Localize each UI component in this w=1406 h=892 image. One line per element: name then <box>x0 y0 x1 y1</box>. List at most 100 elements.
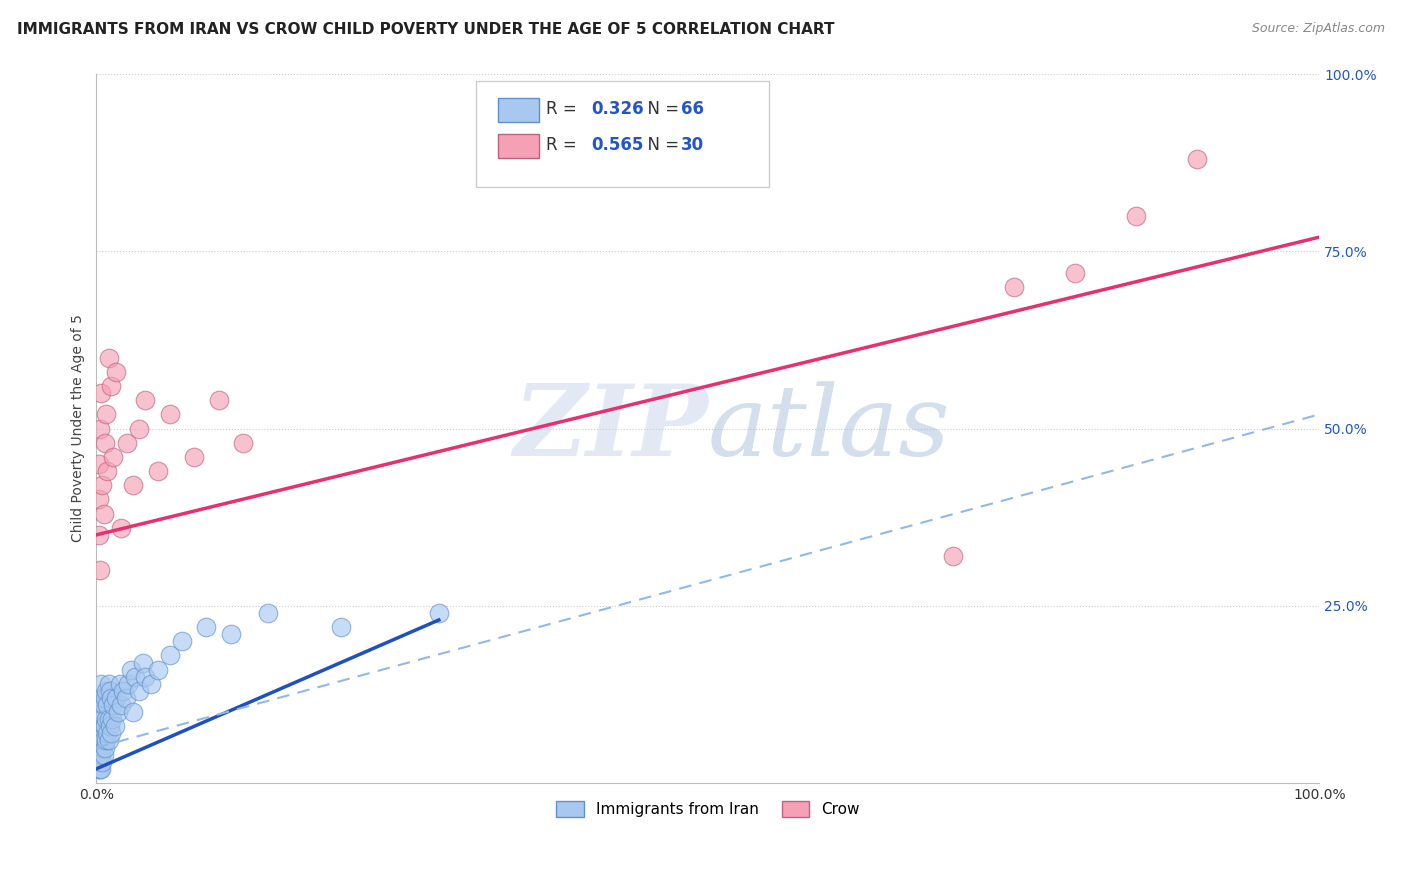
Point <box>195 620 218 634</box>
Point <box>93 747 115 762</box>
Point <box>98 719 121 733</box>
Point <box>146 663 169 677</box>
Text: R =: R = <box>547 101 582 119</box>
Point <box>117 677 139 691</box>
Point <box>141 677 163 691</box>
Point <box>90 747 112 762</box>
Point <box>94 684 117 698</box>
Y-axis label: Child Poverty Under the Age of 5: Child Poverty Under the Age of 5 <box>72 315 86 542</box>
Point <box>89 705 111 719</box>
Point <box>89 733 111 747</box>
Point <box>208 393 231 408</box>
Point <box>1002 279 1025 293</box>
Point <box>97 351 120 365</box>
Point <box>427 606 450 620</box>
Point <box>128 684 150 698</box>
Point <box>256 606 278 620</box>
Point <box>91 726 114 740</box>
Point <box>103 698 125 712</box>
Point <box>128 421 150 435</box>
Point <box>90 386 112 401</box>
Point <box>941 549 963 563</box>
FancyBboxPatch shape <box>475 81 769 187</box>
Point <box>122 705 145 719</box>
Point <box>112 684 135 698</box>
Point <box>114 690 136 705</box>
Point <box>1185 152 1208 166</box>
Point <box>93 719 115 733</box>
Point <box>120 663 142 677</box>
Point <box>110 698 132 712</box>
Text: ZIP: ZIP <box>513 380 707 477</box>
Point <box>90 705 112 719</box>
Point <box>97 733 120 747</box>
Point <box>232 435 254 450</box>
Point <box>96 698 118 712</box>
Point <box>132 656 155 670</box>
Point <box>89 421 111 435</box>
Point <box>159 648 181 663</box>
Point <box>183 450 205 464</box>
Point <box>89 747 111 762</box>
Text: Source: ZipAtlas.com: Source: ZipAtlas.com <box>1251 22 1385 36</box>
Point <box>87 492 110 507</box>
Point <box>124 670 146 684</box>
Text: 66: 66 <box>681 101 704 119</box>
Point <box>97 712 120 726</box>
Point <box>94 690 117 705</box>
Point <box>93 733 115 747</box>
Point <box>90 762 112 776</box>
Point <box>87 755 110 769</box>
Point <box>219 627 242 641</box>
Point <box>1063 266 1085 280</box>
Point <box>170 634 193 648</box>
Point <box>101 712 124 726</box>
Point <box>96 464 118 478</box>
Point <box>91 712 114 726</box>
Point <box>98 684 121 698</box>
Point <box>100 379 122 393</box>
Point <box>107 705 129 719</box>
Text: 30: 30 <box>681 136 704 154</box>
Point <box>94 435 117 450</box>
Point <box>100 690 122 705</box>
Point <box>94 719 117 733</box>
Text: R =: R = <box>547 136 582 154</box>
Text: atlas: atlas <box>707 381 950 476</box>
Point <box>90 719 112 733</box>
Point <box>110 521 132 535</box>
Point <box>87 733 110 747</box>
Point <box>103 450 125 464</box>
Point <box>93 698 115 712</box>
Text: 0.565: 0.565 <box>592 136 644 154</box>
FancyBboxPatch shape <box>498 134 538 158</box>
Point <box>94 740 117 755</box>
Point <box>94 408 117 422</box>
Point <box>91 478 114 492</box>
Point <box>87 747 110 762</box>
Point <box>122 478 145 492</box>
Point <box>104 690 127 705</box>
Text: N =: N = <box>637 136 685 154</box>
Point <box>87 528 110 542</box>
Point <box>97 677 120 691</box>
Point <box>90 733 112 747</box>
Point <box>134 393 156 408</box>
Point <box>1125 209 1147 223</box>
FancyBboxPatch shape <box>498 98 538 122</box>
Point <box>134 670 156 684</box>
Point <box>87 457 110 471</box>
Point <box>93 507 115 521</box>
Point <box>159 408 181 422</box>
Text: N =: N = <box>637 101 685 119</box>
Point <box>87 762 110 776</box>
Point <box>96 726 118 740</box>
Point <box>89 563 111 577</box>
Point <box>115 435 138 450</box>
Point <box>91 740 114 755</box>
Point <box>104 719 127 733</box>
Text: 0.326: 0.326 <box>592 101 644 119</box>
Point <box>94 733 117 747</box>
Legend: Immigrants from Iran, Crow: Immigrants from Iran, Crow <box>548 794 868 825</box>
Point <box>146 464 169 478</box>
